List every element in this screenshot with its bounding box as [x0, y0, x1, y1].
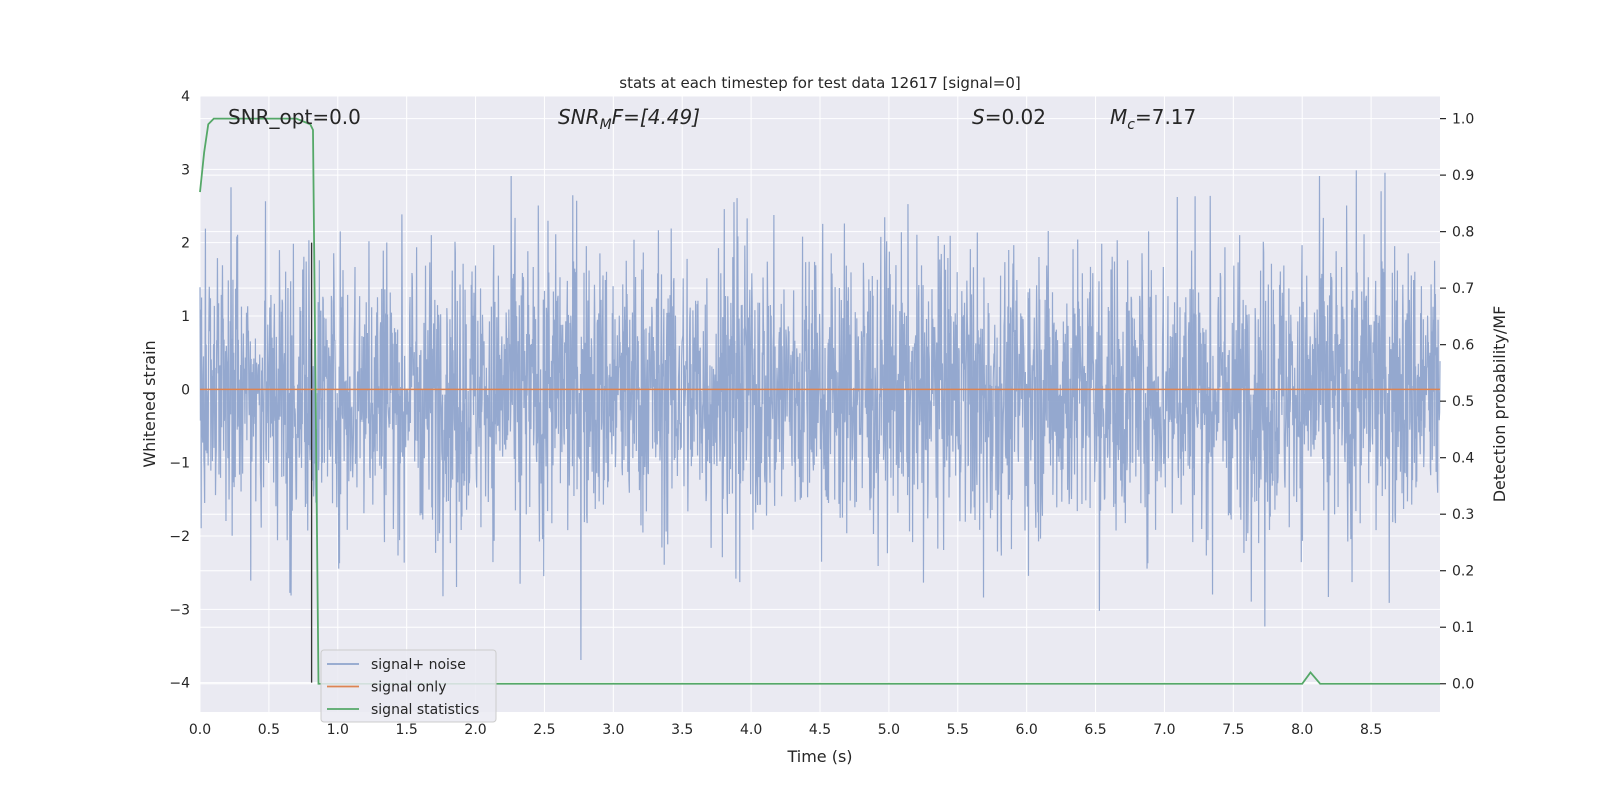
- legend-label: signal+ noise: [371, 657, 466, 673]
- y2-tick-label: 0.2: [1452, 564, 1474, 580]
- snr-mf-name: SNR: [558, 105, 600, 129]
- s-tail: =0.02: [985, 105, 1046, 129]
- x-tick-label: 4.5: [809, 722, 831, 738]
- x-tick-label: 5.0: [878, 722, 900, 738]
- y2-tick-label: 0.7: [1452, 281, 1474, 297]
- y2-tick-label: 0.8: [1452, 225, 1474, 241]
- x-axis-label: Time (s): [786, 747, 852, 766]
- y2-tick-label: 0.6: [1452, 338, 1474, 354]
- x-tick-label: 4.0: [740, 722, 762, 738]
- noise-trace: [199, 170, 1441, 660]
- x-tick-label: 1.5: [396, 722, 418, 738]
- y-tick-label: 0: [181, 382, 190, 398]
- s-name: S: [972, 105, 985, 129]
- y-tick-label: −4: [169, 676, 190, 692]
- annotation-mc: Mc=7.17: [1110, 105, 1196, 133]
- y2-tick-label: 0.4: [1452, 451, 1474, 467]
- x-tick-label: 8.0: [1291, 722, 1313, 738]
- y2-tick-label: 0.0: [1452, 677, 1474, 693]
- y2-tick-label: 0.3: [1452, 507, 1474, 523]
- y2-tick-label: 0.1: [1452, 620, 1474, 636]
- y-tick-label: 2: [181, 236, 190, 252]
- snr-mf-sub: M: [600, 117, 612, 133]
- x-tick-label: 5.5: [947, 722, 969, 738]
- y2-tick-label: 1.0: [1452, 112, 1474, 128]
- y-tick-label: 4: [181, 89, 190, 105]
- x-tick-label: 6.5: [1084, 722, 1106, 738]
- y-tick-labels: 4 3 2 1 0 −1 −2 −3 −4: [169, 89, 190, 692]
- y2-tick-label: 0.5: [1452, 394, 1474, 410]
- y-tick-label: 1: [181, 309, 190, 325]
- x-tick-label: 8.5: [1360, 722, 1382, 738]
- mc-name: M: [1110, 105, 1127, 129]
- legend-box: [320, 649, 497, 723]
- y2-axis-label: Detection probability/MF: [1490, 306, 1509, 503]
- y2-tick-labels: 1.0 0.9 0.8 0.7 0.6 0.5 0.4 0.3 0.2 0.1 0.0: [1440, 112, 1474, 693]
- x-tick-label: 7.0: [1153, 722, 1175, 738]
- x-tick-label: 2.5: [533, 722, 555, 738]
- y-axis-label: Whitened strain: [140, 340, 159, 467]
- x-tick-labels: 0.0 0.5 1.0 1.5 2.0 2.5 3.0 3.5 4.0 4.5 5.0 5.5 6.0 6…: [189, 722, 1382, 738]
- y-tick-label: −2: [169, 529, 190, 545]
- x-tick-label: 3.0: [602, 722, 624, 738]
- legend: signal+ noise signal only signal statistic…: [320, 649, 497, 723]
- x-tick-label: 3.5: [671, 722, 693, 738]
- series-signal-noise: [199, 170, 1441, 660]
- x-tick-label: 0.5: [258, 722, 280, 738]
- legend-label: signal statistics: [371, 702, 479, 718]
- annotation-snr-opt: SNR_opt=0.0: [228, 105, 361, 129]
- legend-label: signal only: [371, 680, 446, 696]
- chart-title: stats at each timestep for test data 126…: [619, 74, 1020, 92]
- x-tick-label: 6.0: [1016, 722, 1038, 738]
- annotation-s: S=0.02: [972, 105, 1046, 129]
- x-tick-label: 7.5: [1222, 722, 1244, 738]
- x-tick-label: 2.0: [464, 722, 486, 738]
- y2-tick-label: 0.9: [1452, 168, 1474, 184]
- x-tick-label: 1.0: [327, 722, 349, 738]
- snr-mf-tail: F=[4.49]: [612, 105, 700, 129]
- annotation-snr-mf: SNRMF=[4.49]: [558, 105, 700, 133]
- y-tick-label: 3: [181, 162, 190, 178]
- mc-tail: =7.17: [1135, 105, 1196, 129]
- mc-sub: c: [1127, 117, 1135, 133]
- y-tick-label: −3: [169, 602, 190, 618]
- x-tick-label: 0.0: [189, 722, 211, 738]
- y-tick-label: −1: [169, 456, 190, 472]
